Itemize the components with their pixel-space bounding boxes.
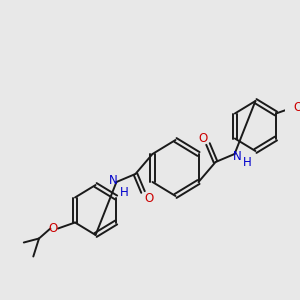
- Text: O: O: [144, 191, 153, 205]
- Text: O: O: [293, 101, 300, 114]
- Text: H: H: [242, 155, 251, 169]
- Text: N: N: [109, 173, 118, 187]
- Text: H: H: [120, 185, 128, 199]
- Text: O: O: [199, 133, 208, 146]
- Text: N: N: [233, 149, 242, 163]
- Text: O: O: [49, 222, 58, 235]
